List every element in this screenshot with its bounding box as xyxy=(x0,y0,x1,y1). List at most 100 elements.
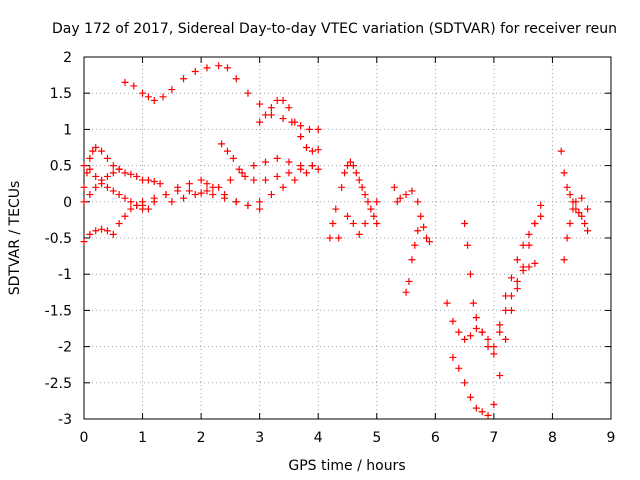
x-axis-label: GPS time / hours xyxy=(288,458,405,474)
data-point xyxy=(121,78,129,86)
data-point xyxy=(197,189,205,197)
data-point xyxy=(92,183,100,191)
data-point xyxy=(215,62,223,70)
data-point xyxy=(390,183,398,191)
data-point xyxy=(103,172,111,180)
data-point xyxy=(414,198,422,206)
data-point xyxy=(408,256,416,264)
data-point xyxy=(478,328,486,336)
x-tick-label: 9 xyxy=(607,430,616,446)
data-point xyxy=(466,332,474,340)
data-point xyxy=(144,205,152,213)
data-point xyxy=(484,411,492,419)
data-point xyxy=(103,183,111,191)
data-point xyxy=(519,263,527,271)
data-point xyxy=(396,194,404,202)
series-track-a xyxy=(121,62,322,133)
data-point xyxy=(273,96,281,104)
data-point xyxy=(191,191,199,199)
series-track-i xyxy=(218,140,316,184)
data-point xyxy=(349,162,357,170)
series-track-h xyxy=(168,154,316,206)
data-point xyxy=(303,144,311,151)
data-point xyxy=(355,176,363,184)
data-point xyxy=(355,230,363,238)
data-point xyxy=(80,198,88,206)
data-point xyxy=(455,364,463,372)
data-point xyxy=(496,321,504,329)
data-point xyxy=(168,198,176,206)
series-track-g xyxy=(139,165,322,213)
data-point xyxy=(291,176,299,184)
data-point xyxy=(560,169,568,177)
data-point xyxy=(115,191,123,199)
data-point xyxy=(490,343,498,351)
data-point xyxy=(332,205,340,213)
x-tick-label: 1 xyxy=(138,430,147,446)
y-tick-label: 1 xyxy=(63,122,72,138)
data-point xyxy=(139,205,147,213)
data-point xyxy=(109,162,117,170)
grid-lines xyxy=(84,57,611,419)
data-point xyxy=(484,335,492,343)
data-point xyxy=(305,125,313,133)
data-point xyxy=(443,299,451,307)
data-point xyxy=(502,335,510,343)
data-point xyxy=(578,194,586,202)
data-point xyxy=(168,86,176,94)
data-point xyxy=(361,220,369,228)
data-point xyxy=(373,220,381,228)
data-point xyxy=(244,201,252,209)
data-point xyxy=(346,158,354,166)
data-point xyxy=(92,227,100,235)
data-point xyxy=(373,198,381,206)
data-point xyxy=(133,201,141,209)
x-tick-label: 4 xyxy=(314,430,323,446)
data-point xyxy=(267,191,275,199)
data-point xyxy=(279,183,287,191)
data-point xyxy=(464,241,472,249)
data-point xyxy=(393,198,401,206)
data-point xyxy=(496,328,504,336)
data-point xyxy=(461,335,469,343)
data-point xyxy=(367,205,375,213)
data-point xyxy=(291,118,299,126)
y-tick-label: 0 xyxy=(63,195,72,211)
data-point xyxy=(507,292,515,300)
data-point xyxy=(513,285,521,293)
data-point xyxy=(584,227,592,235)
data-point xyxy=(349,220,357,228)
data-point xyxy=(174,183,182,191)
data-point xyxy=(127,198,135,206)
data-point xyxy=(423,234,431,242)
x-tick-label: 8 xyxy=(548,430,557,446)
data-point xyxy=(420,223,428,231)
data-point xyxy=(139,89,147,97)
data-point xyxy=(139,176,147,184)
data-point xyxy=(335,234,343,242)
data-point xyxy=(344,212,351,220)
data-point xyxy=(241,172,249,180)
data-point xyxy=(262,158,270,166)
x-tick-label: 2 xyxy=(197,430,206,446)
data-point xyxy=(86,191,94,199)
data-point xyxy=(98,225,106,233)
data-point xyxy=(98,176,106,184)
data-point xyxy=(408,187,416,195)
data-point xyxy=(262,111,270,119)
data-point xyxy=(469,299,477,307)
data-point xyxy=(370,212,378,220)
data-point xyxy=(557,147,565,155)
data-point xyxy=(285,158,293,166)
data-point xyxy=(115,220,123,228)
data-point xyxy=(525,241,533,249)
data-point xyxy=(358,183,366,191)
data-point xyxy=(341,169,349,177)
series-track-l xyxy=(390,183,433,246)
data-point xyxy=(507,306,515,314)
series-track-p xyxy=(461,212,545,358)
data-point xyxy=(566,220,574,228)
data-point xyxy=(425,238,433,246)
data-point xyxy=(250,162,258,170)
data-point xyxy=(229,154,237,162)
